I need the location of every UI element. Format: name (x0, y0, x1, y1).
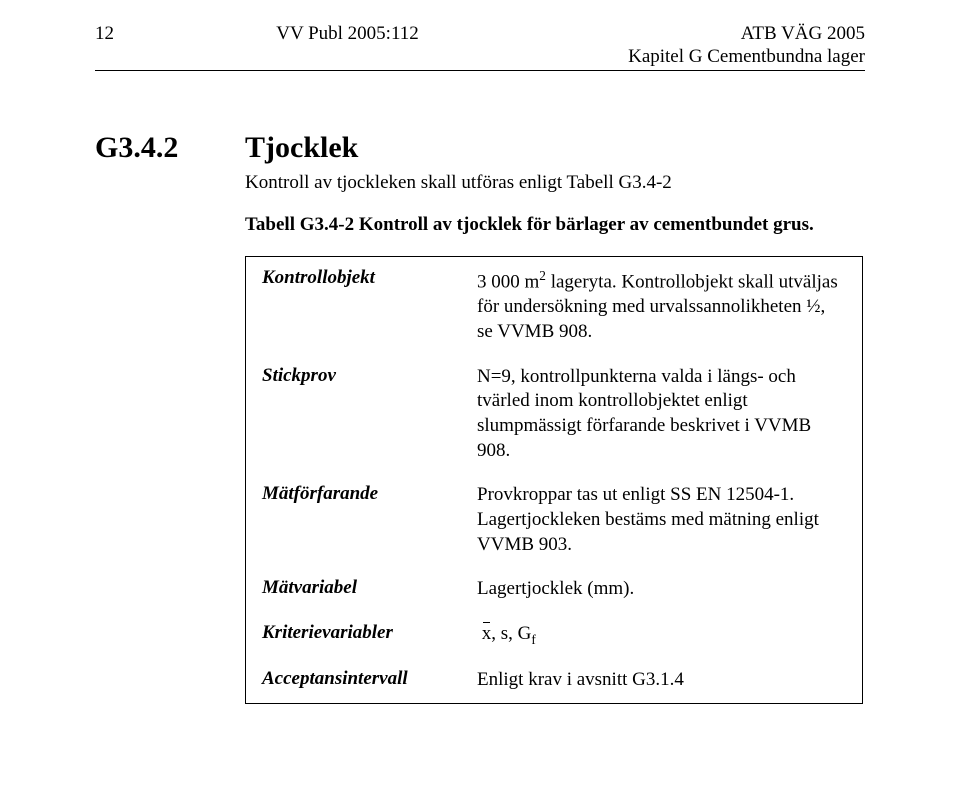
row-label-matforfarande: Mätförfarande (246, 473, 473, 567)
header-right-top: ATB VÄG 2005 (565, 22, 865, 46)
row-value-acceptansintervall: Enligt krav i avsnitt G3.1.4 (473, 658, 862, 703)
row-value-kontrollobjekt: 3 000 m2 lageryta. Kontrollobjekt skall … (473, 257, 862, 354)
control-table: Kontrollobjekt 3 000 m2 lageryta. Kontro… (245, 256, 863, 704)
header-center: VV Publ 2005:112 (130, 22, 565, 46)
row-label-matvariabel: Mätvariabel (246, 567, 473, 612)
table-row: Kontrollobjekt 3 000 m2 lageryta. Kontro… (246, 257, 862, 354)
row-label-kontrollobjekt: Kontrollobjekt (246, 257, 473, 354)
table-row: Stickprov N=9, kontrollpunkterna valda i… (246, 355, 862, 474)
section-number: G3.4.2 (95, 131, 245, 704)
row-value-matforfarande: Provkroppar tas ut enligt SS EN 12504-1.… (473, 473, 862, 567)
text: 3 000 m (477, 271, 539, 292)
table-caption: Tabell G3.4-2 Kontroll av tjocklek för b… (245, 213, 865, 238)
table-row: Mätvariabel Lagertjocklek (mm). (246, 567, 862, 612)
row-value-stickprov: N=9, kontrollpunkterna valda i längs- oc… (473, 355, 862, 474)
table-row: Acceptansintervall Enligt krav i avsnitt… (246, 658, 862, 703)
table-row: Kriterievariabler x, s, Gf (246, 612, 862, 658)
row-label-kriterievariabler: Kriterievariabler (246, 612, 473, 658)
row-label-stickprov: Stickprov (246, 355, 473, 474)
header-rule (95, 70, 865, 71)
section-intro: Kontroll av tjockleken skall utföras enl… (245, 171, 865, 196)
header-right-sub: Kapitel G Cementbundna lager (95, 46, 865, 68)
superscript-2: 2 (539, 268, 546, 283)
x-bar-symbol: x (482, 622, 492, 647)
row-value-kriterievariabler: x, s, Gf (473, 612, 862, 658)
subscript-f: f (531, 632, 535, 647)
page-number: 12 (95, 22, 130, 46)
table-row: Mätförfarande Provkroppar tas ut enligt … (246, 473, 862, 567)
section-title: Tjocklek (245, 131, 865, 165)
text: , s, G (491, 623, 531, 644)
row-value-matvariabel: Lagertjocklek (mm). (473, 567, 862, 612)
row-label-acceptansintervall: Acceptansintervall (246, 658, 473, 703)
